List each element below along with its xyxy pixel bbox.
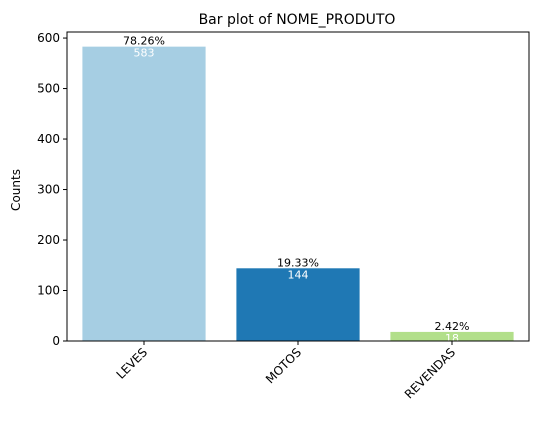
percent-label: 78.26% <box>123 35 165 48</box>
y-tick-label: 0 <box>52 334 60 348</box>
y-tick-label: 400 <box>37 132 60 146</box>
percent-label: 19.33% <box>277 256 319 269</box>
y-tick-label: 100 <box>37 284 60 298</box>
count-label: 144 <box>288 268 309 281</box>
count-label: 18 <box>445 332 459 345</box>
bar-revendas <box>390 331 514 341</box>
bar-leves <box>82 46 206 342</box>
count-label: 583 <box>134 47 155 60</box>
y-axis-label: Counts <box>9 169 23 211</box>
y-tick-label: 600 <box>37 31 60 45</box>
y-tick-label: 500 <box>37 82 60 96</box>
y-tick-label: 300 <box>37 183 60 197</box>
bar-motos <box>236 268 360 341</box>
y-tick-label: 200 <box>37 233 60 247</box>
percent-label: 2.42% <box>435 320 470 333</box>
chart-title: Bar plot of NOME_PRODUTO <box>199 12 396 28</box>
